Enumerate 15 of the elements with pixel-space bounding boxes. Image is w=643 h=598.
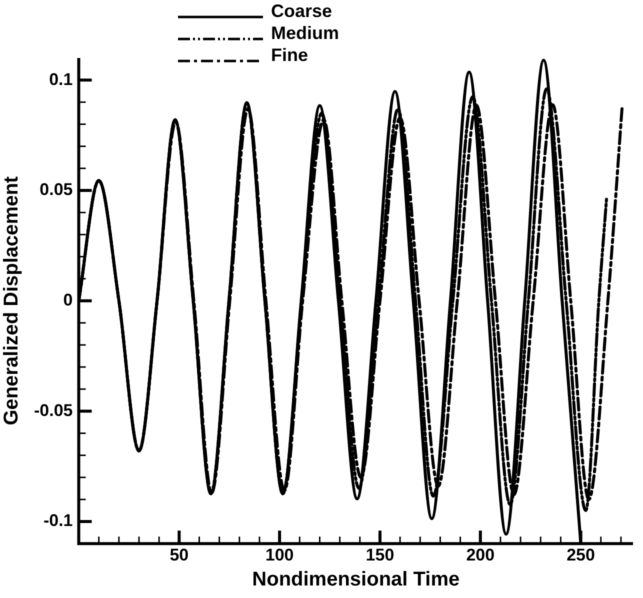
legend-label: Medium [271, 22, 340, 43]
y-tick-label: 0.05 [40, 180, 73, 200]
x-tick-label: 200 [466, 545, 495, 564]
x-tick-label: 50 [170, 545, 189, 564]
y-axis-title: Generalized Displacement [0, 176, 23, 426]
y-tick-label: -0.05 [34, 400, 73, 420]
x-tick-label: 250 [566, 545, 595, 564]
legend-label: Fine [271, 44, 308, 65]
legend-label: Coarse [271, 0, 332, 21]
x-tick-label: 150 [366, 545, 394, 564]
x-tick-label: 100 [265, 545, 294, 564]
y-tick-label: -0.1 [43, 511, 73, 530]
y-tick-label: 0 [63, 290, 73, 310]
y-tick-label: 0.1 [49, 70, 73, 89]
x-axis-title: Nondimensional Time [252, 568, 460, 591]
